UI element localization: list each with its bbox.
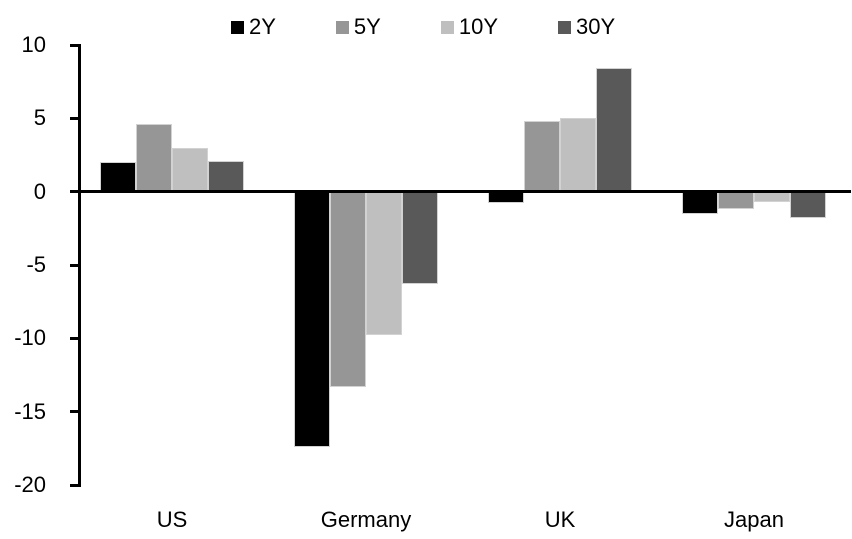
bar-germany-5y [330,191,366,387]
legend-label-30y: 30Y [576,14,616,39]
x-axis-label-us: US [156,507,188,532]
y-axis-label-10: 10 [21,32,46,57]
y-axis-label-neg5: -5 [26,252,46,277]
plot-area [75,45,851,485]
legend-label-2y: 2Y [249,14,276,39]
y-axis-label-neg15: -15 [14,398,46,424]
bar-us-10y [172,147,208,192]
bar-uk-10y [560,118,596,192]
chart-legend: 2Y 5Y 10Y 30Y [231,16,615,38]
legend-item-30y: 30Y [558,16,615,38]
y-axis-tick-5 [70,116,81,120]
bar-germany-10y [366,191,402,336]
legend-swatch-30y [558,20,571,34]
bar-germany-30y [402,191,438,285]
y-axis-label-neg10: -10 [14,325,46,351]
bar-uk-5y [524,121,560,192]
y-axis-label-neg20: -20 [14,472,46,497]
bar-us-30y [208,160,244,192]
bar-uk-2y [488,191,524,204]
bar-germany-2y [294,191,330,447]
y-axis-tick-neg5 [70,263,81,267]
bar-japan-2y [682,191,718,214]
x-axis-label-uk: UK [544,507,576,532]
y-axis-tick-neg15 [70,410,81,414]
y-axis-label-0: 0 [33,178,46,204]
zero-baseline [75,190,851,194]
x-axis-label-germany: Germany [320,507,412,532]
legend-item-2y: 2Y [231,16,276,38]
bar-japan-30y [790,191,826,219]
bar-japan-10y [754,191,790,202]
legend-item-10y: 10Y [440,14,498,39]
bar-us-2y [100,162,136,192]
bar-uk-30y [596,68,632,192]
x-axis-label-japan: Japan [724,507,784,532]
legend-swatch-10y [440,20,454,34]
legend-swatch-5y [335,20,349,34]
legend-swatch-2y [231,20,244,34]
y-axis-label-5: 5 [33,105,46,131]
y-axis-tick-neg10 [70,336,81,340]
legend-label-5y: 5Y [353,14,381,39]
y-axis-tick-neg20 [70,483,81,487]
legend-item-5y: 5Y [335,14,381,39]
y-axis-tick-10 [70,43,81,47]
bar-japan-5y [718,191,754,210]
legend-label-10y: 10Y [458,14,498,39]
bar-us-5y [136,124,172,192]
